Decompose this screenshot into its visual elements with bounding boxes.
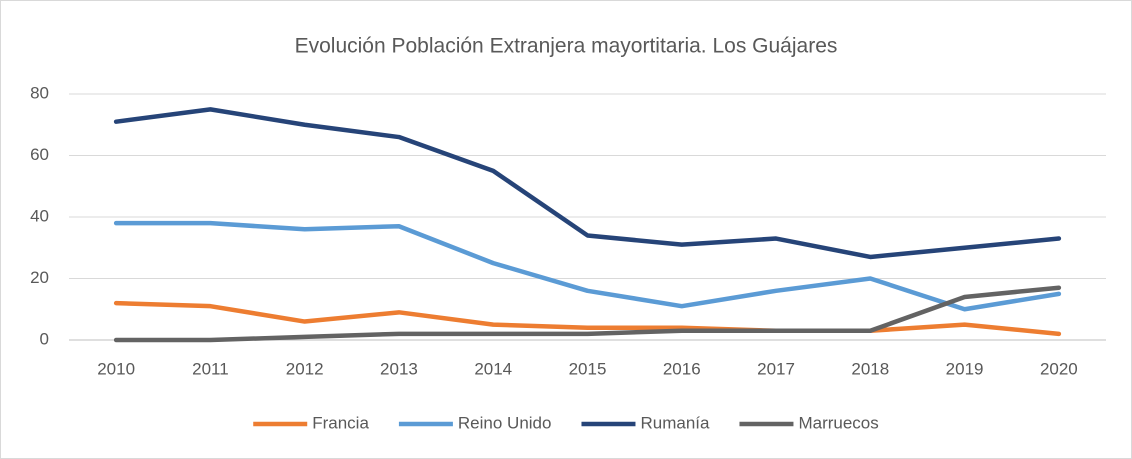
- x-tick-label: 2019: [946, 359, 984, 378]
- y-tick-label: 80: [30, 83, 49, 102]
- chart-title: Evolución Población Extranjera mayortita…: [295, 35, 838, 58]
- x-tick-label: 2020: [1040, 359, 1078, 378]
- y-tick-label: 60: [30, 145, 49, 164]
- x-tick-label: 2014: [474, 359, 512, 378]
- legend-label: Francia: [312, 413, 369, 432]
- series-line: [113, 220, 1062, 312]
- legend-label: Marruecos: [798, 413, 878, 432]
- x-tick-label: 2012: [286, 359, 324, 378]
- x-tick-label: 2011: [192, 359, 229, 378]
- x-tick-label: 2015: [569, 359, 607, 378]
- series-line: [113, 300, 1062, 337]
- x-tick-label: 2016: [663, 359, 701, 378]
- y-tick-label: 40: [30, 206, 49, 225]
- legend-label: Reino Unido: [458, 413, 552, 432]
- x-tick-label: 2010: [97, 359, 135, 378]
- x-tick-label: 2017: [757, 359, 795, 378]
- x-tick-label: 2013: [380, 359, 418, 378]
- series-line: [113, 285, 1062, 343]
- legend-label: Rumanía: [640, 413, 710, 432]
- y-tick-label: 20: [30, 268, 49, 287]
- x-tick-label: 2018: [851, 359, 889, 378]
- y-tick-label: 0: [40, 329, 49, 348]
- series-line: [113, 107, 1062, 260]
